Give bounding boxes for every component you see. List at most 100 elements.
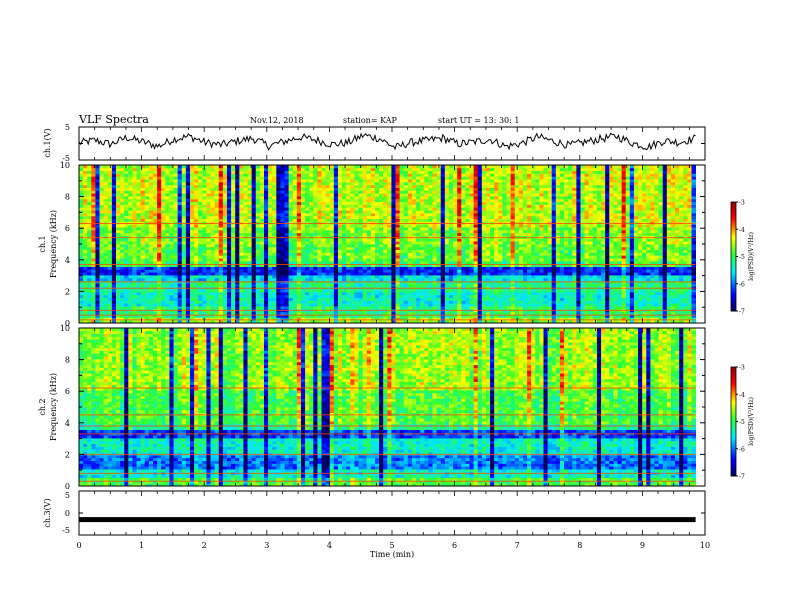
spectrogram-cell [206, 255, 211, 259]
spectrogram-cell [374, 179, 380, 183]
spectrogram-cell [276, 317, 281, 321]
spectrogram-cell [243, 184, 248, 188]
spectrogram-cell [366, 303, 372, 307]
spectrogram-cell [403, 258, 409, 262]
spectrogram-cell [202, 201, 207, 205]
spectrogram-cell [342, 184, 347, 188]
spectrogram-cell [185, 218, 191, 222]
spectrogram-cell [148, 311, 154, 315]
spectrogram-cell [116, 294, 121, 299]
spectrogram-cell [107, 179, 113, 183]
spectrogram-cell [95, 258, 100, 262]
spectrogram-cell [226, 255, 232, 259]
spectrogram-cell [329, 244, 335, 248]
spectrogram-cell [214, 314, 220, 318]
spectrogram-cell [280, 179, 285, 183]
spectrogram-cell [399, 227, 405, 231]
spectrogram-cell [321, 212, 327, 217]
spectrogram-cell [313, 210, 318, 214]
spectrogram-cell [103, 224, 109, 228]
spectrogram-cell [333, 291, 339, 296]
spectrogram-cell [235, 232, 240, 236]
spectrogram-cell [198, 212, 203, 217]
spectrogram-cell [292, 255, 298, 259]
spectrogram-cell [374, 320, 380, 324]
spectrogram-cell [231, 266, 236, 270]
spectrogram-cell [280, 227, 285, 231]
spectrogram-cell [296, 277, 302, 282]
spectrogram-cell [350, 224, 355, 228]
spectrogram-cell [416, 275, 421, 279]
spectrogram-cell [383, 176, 388, 180]
spectrogram-cell [173, 314, 179, 318]
spectrogram-cell [198, 190, 203, 194]
spectrogram-cell [370, 275, 376, 279]
spectrogram-cell [358, 229, 364, 234]
spectrogram-cell [354, 294, 359, 299]
spectrogram-cell [99, 210, 105, 214]
spectrogram-cell [111, 317, 117, 321]
spectrogram-cell [259, 258, 265, 262]
spectrogram-cell [424, 291, 429, 296]
spectrogram-cell [222, 289, 228, 293]
spectrogram-cell [144, 165, 150, 169]
spectrogram-cell [214, 249, 220, 253]
spectrogram-cell [342, 165, 347, 169]
spectrogram-cell [169, 260, 174, 265]
spectrogram-cell [432, 300, 438, 304]
spectrogram-cell [383, 300, 388, 304]
spectrogram-cell [202, 244, 207, 248]
spectrogram-cell [305, 224, 310, 228]
spectrogram-cell [140, 196, 146, 200]
spectrogram-cell [181, 179, 187, 183]
spectrogram-cell [374, 289, 380, 293]
spectrogram-cell [420, 320, 425, 324]
spectrogram-cell [399, 179, 405, 183]
spectrogram-cell [411, 212, 417, 217]
spectrogram-cell [333, 294, 339, 299]
spectrogram-cell [206, 184, 211, 188]
spectrogram-cell [366, 263, 372, 267]
spectrogram-cell [91, 269, 96, 273]
spectrogram-cell [218, 297, 224, 301]
spectrogram-cell [255, 263, 261, 267]
spectrogram-cell [280, 303, 285, 307]
spectrogram-cell [202, 179, 207, 183]
spectrogram-cell [391, 207, 396, 211]
spectrogram-cell [325, 289, 331, 293]
spectrogram-cell [411, 181, 417, 186]
spectrogram-cell [136, 258, 142, 262]
spectrogram-cell [157, 176, 162, 180]
spectrogram-cell [83, 207, 88, 211]
spectrogram-cell [157, 235, 162, 239]
spectrogram-cell [284, 244, 290, 248]
spectrogram-cell [333, 184, 339, 188]
spectrogram-cell [432, 235, 438, 239]
spectrogram-cell [280, 204, 285, 208]
spectrogram-cell [111, 269, 117, 273]
spectrogram-cell [95, 218, 100, 222]
spectrogram-cell [292, 269, 298, 273]
spectrogram-cell [337, 266, 343, 270]
spectrogram-cell [206, 252, 211, 256]
spectrogram-cell [391, 277, 396, 282]
spectrogram-cell [268, 300, 273, 304]
spectrogram-cell [165, 215, 170, 220]
spectrogram-cell [346, 212, 351, 217]
spectrogram-cell [165, 207, 170, 211]
spectrogram-cell [268, 297, 273, 301]
spectrogram-cell [79, 249, 84, 253]
spectrogram-cell [124, 306, 129, 310]
spectrogram-cell [251, 184, 257, 188]
spectrogram-cell [280, 269, 285, 273]
spectrogram-cell [136, 212, 142, 217]
spectrogram-cell [206, 165, 211, 169]
spectrogram-cell [276, 277, 281, 282]
spectrogram-cell [255, 167, 261, 172]
spectrogram-cell [313, 255, 318, 259]
spectrogram-cell [366, 201, 372, 205]
spectrogram-cell [218, 269, 224, 273]
spectrogram-cell [317, 241, 322, 245]
spectrogram-cell [305, 181, 310, 186]
spectrogram-cell [103, 249, 109, 253]
